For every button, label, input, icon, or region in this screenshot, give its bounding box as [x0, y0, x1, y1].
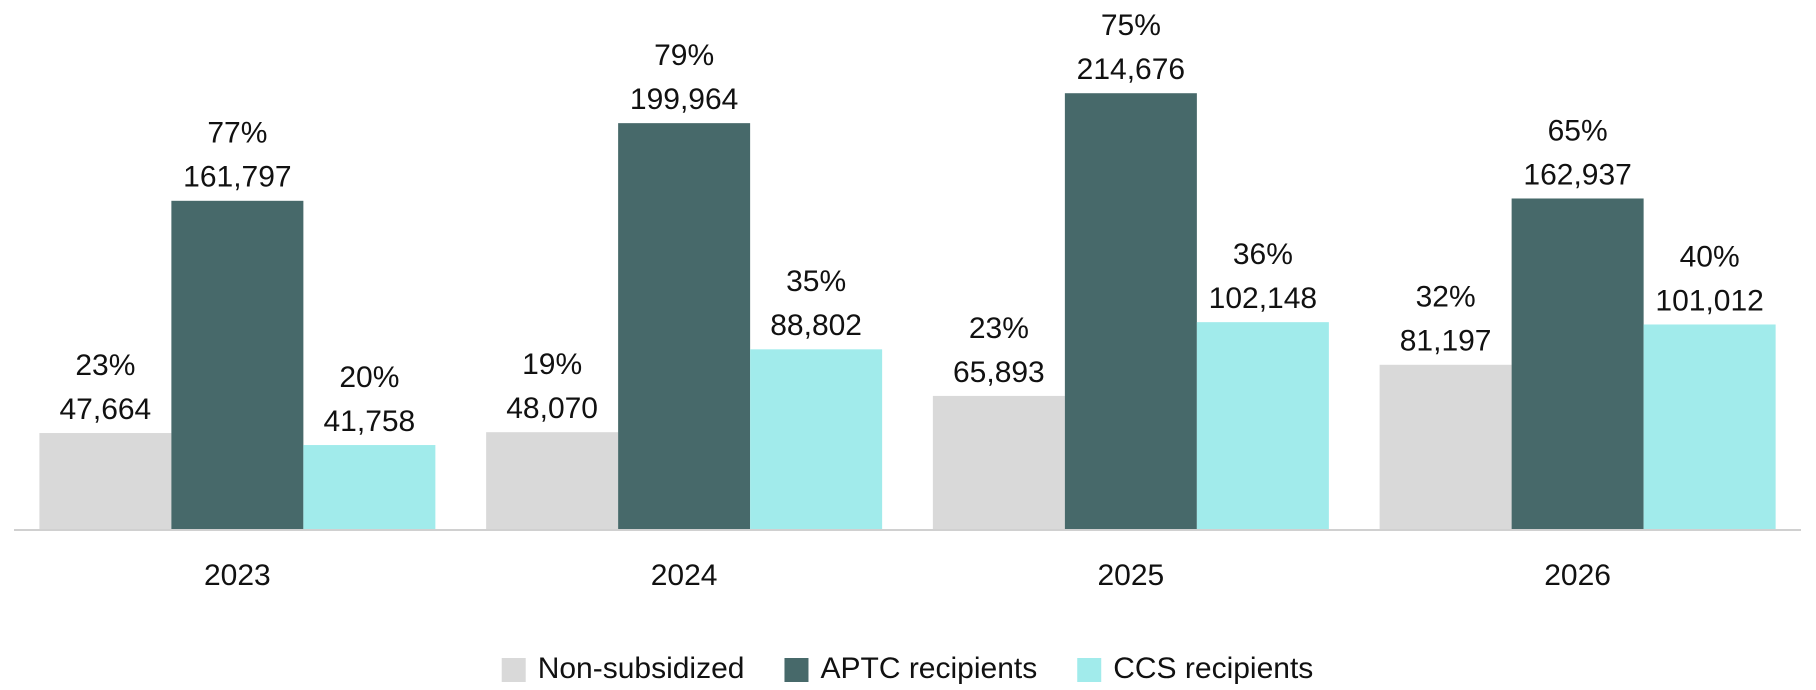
bar — [39, 433, 172, 530]
bar — [171, 200, 304, 530]
value-label: 88,802 — [770, 309, 862, 342]
bar — [486, 432, 619, 530]
legend-label: Non-subsidized — [538, 652, 745, 685]
percent-label: 75% — [1101, 9, 1161, 42]
value-label: 199,964 — [630, 83, 738, 116]
percent-label: 79% — [654, 39, 714, 72]
value-label: 41,758 — [323, 405, 415, 438]
bar — [1643, 324, 1776, 530]
percent-label: 19% — [522, 348, 582, 381]
bar — [618, 123, 751, 530]
bar — [1196, 322, 1329, 530]
value-label: 81,197 — [1400, 325, 1492, 358]
legend-swatch — [784, 658, 809, 682]
bar — [1064, 93, 1197, 530]
percent-label: 23% — [75, 349, 135, 382]
value-label: 47,664 — [59, 393, 151, 426]
value-label: 65,893 — [953, 356, 1045, 389]
bar — [1379, 364, 1512, 530]
bar — [750, 349, 883, 530]
legend-swatch — [1077, 658, 1102, 682]
x-tick-label: 2024 — [651, 559, 718, 592]
percent-label: 40% — [1680, 240, 1740, 273]
value-label: 48,070 — [506, 392, 598, 425]
percent-label: 32% — [1416, 281, 1476, 314]
x-tick-label: 2023 — [204, 559, 271, 592]
percent-label: 36% — [1233, 238, 1293, 271]
legend-label: CCS recipients — [1113, 652, 1313, 685]
value-label: 101,012 — [1655, 284, 1763, 317]
value-label: 214,676 — [1077, 53, 1185, 86]
value-label: 162,937 — [1523, 158, 1631, 191]
legend-swatch — [501, 658, 526, 682]
percent-label: 20% — [339, 361, 399, 394]
bar — [932, 395, 1065, 530]
percent-label: 35% — [786, 265, 846, 298]
value-label: 102,148 — [1209, 282, 1317, 315]
percent-label: 23% — [969, 312, 1029, 345]
value-label: 161,797 — [183, 161, 291, 194]
x-tick-label: 2026 — [1544, 559, 1611, 592]
bar — [1511, 198, 1644, 530]
percent-label: 65% — [1548, 114, 1608, 147]
x-tick-label: 2025 — [1098, 559, 1165, 592]
bar — [303, 445, 436, 530]
legend-label: APTC recipients — [820, 652, 1037, 685]
percent-label: 77% — [207, 117, 267, 150]
